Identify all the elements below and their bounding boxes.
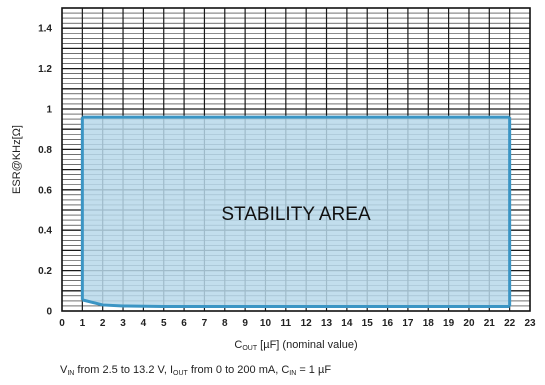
x-tick-label: 7	[202, 318, 208, 329]
y-tick-label: 1	[46, 105, 52, 116]
x-tick-label: 2	[100, 318, 106, 329]
stability-chart: 0 1 2 3 4 5 6 7 8 9 10 11 12 13 14 15 16 17 18 19 20 21 22 23 0…	[11, 7, 536, 352]
x-tick-label: 6	[181, 318, 187, 329]
x-tick-label: 11	[281, 318, 292, 329]
plot-border	[61, 7, 531, 312]
lower-boundary-line	[81, 298, 510, 309]
y-tick-label: 0.6	[38, 185, 52, 196]
y-axis-label: ESR@KHz[Ω]	[11, 125, 23, 194]
stability-area-fill	[82, 117, 510, 307]
x-tick-label: 15	[362, 318, 374, 329]
x-tick-labels: 0 1 2 3 4 5 6 7 8 9 10 11 12 13 14 15 16 17 18 19 20 21 22 23	[59, 318, 536, 329]
x-tick-label: 0	[59, 318, 65, 329]
y-tick-label: 0.8	[38, 145, 52, 156]
caption-text: = 1 µF	[296, 364, 332, 376]
stability-area-label: STABILITY AREA	[221, 204, 371, 225]
y-tick-labels: 0 0.2 0.4 0.6 0.8 1 1.2 1.4	[38, 24, 52, 318]
y-tick-label: 1.2	[38, 64, 52, 75]
caption-subscript: OUT	[173, 370, 188, 377]
x-tick-label: 4	[141, 318, 147, 329]
x-tick-label: 18	[423, 318, 435, 329]
x-tick-label: 10	[260, 318, 272, 329]
caption-text: from 2.5 to 13.2 V, I	[74, 364, 173, 376]
x-tick-label: 1	[80, 318, 86, 329]
x-tick-label: 16	[382, 318, 394, 329]
x-tick-label: 8	[222, 318, 228, 329]
x-tick-label: 17	[402, 318, 414, 329]
caption-subscript: IN	[67, 370, 75, 377]
chart-caption: VIN from 2.5 to 13.2 V, IOUT from 0 to 2…	[60, 364, 331, 377]
x-tick-label: 20	[463, 318, 475, 329]
x-tick-label: 14	[341, 318, 353, 329]
x-axis-label: COUT [µF] (nominal value)	[234, 339, 357, 352]
x-tick-label: 23	[524, 318, 536, 329]
caption-subscript: IN	[289, 370, 297, 377]
caption-text: V	[60, 364, 68, 376]
x-tick-label: 5	[161, 318, 167, 329]
x-tick-label: 12	[301, 318, 313, 329]
x-tick-label: 22	[504, 318, 516, 329]
x-tick-label: 9	[242, 318, 248, 329]
y-tick-label: 0.4	[38, 226, 52, 237]
y-tick-label: 0	[46, 307, 52, 318]
plot-frame	[61, 7, 531, 312]
x-tick-label: 3	[120, 318, 126, 329]
caption-text: from 0 to 200 mA, C	[187, 364, 290, 376]
x-tick-label: 21	[484, 318, 496, 329]
stability-area	[80, 115, 512, 309]
y-tick-label: 1.4	[38, 24, 52, 35]
x-tick-label: 13	[321, 318, 333, 329]
x-tick-label: 19	[443, 318, 455, 329]
y-tick-label: 0.2	[38, 266, 52, 277]
